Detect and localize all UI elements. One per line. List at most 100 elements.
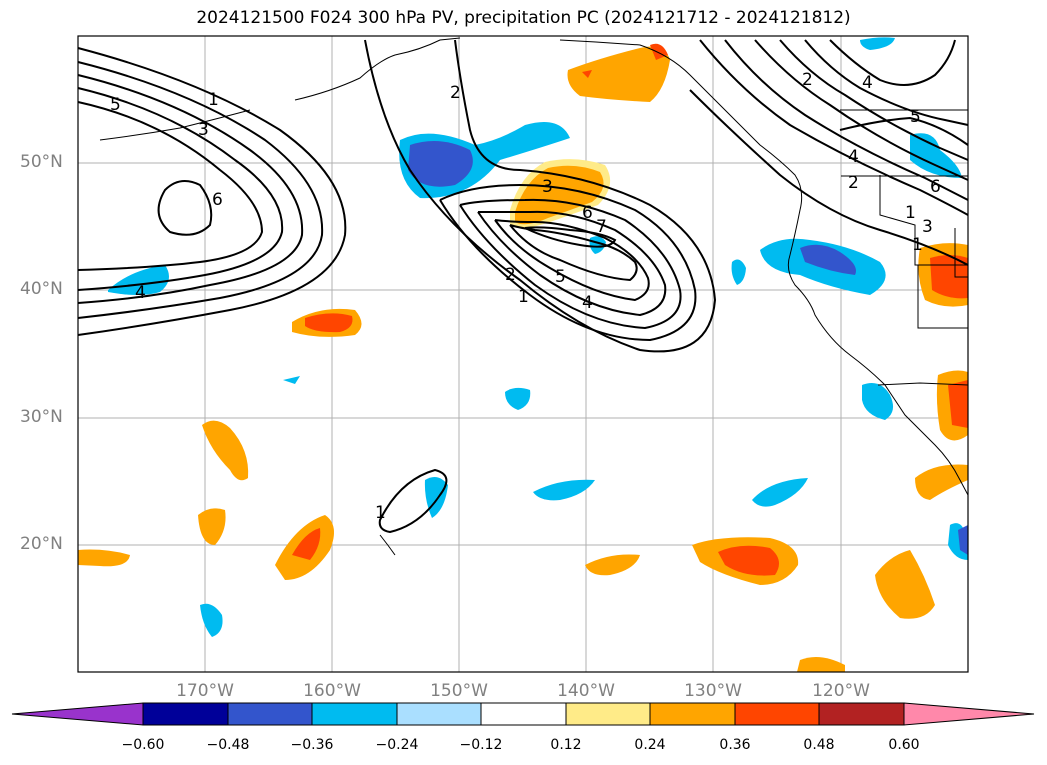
neg-blob [731,259,746,285]
pv-contour [157,180,213,236]
lon-label-160w: 160°W [303,681,361,701]
lat-label-20n: 20°N [20,534,63,554]
pv-contour [77,61,324,319]
pv-contour [524,226,617,248]
pv-contour [459,198,682,330]
contour-label: 3 [922,217,933,237]
lon-label-150w: 150°W [430,681,488,701]
neg-blob [533,479,595,501]
pv-contour [477,210,667,317]
neg-blob [283,376,300,384]
contour-label: 5 [555,267,566,287]
colorbar-tick: −0.36 [290,737,334,753]
pos-blob [582,70,592,78]
colorbar-segment [565,702,651,726]
colorbar [11,702,1035,726]
pos-blob [78,549,130,567]
pos-blob [797,656,845,672]
pos-blob [875,550,935,619]
lon-label-170w: 170°W [176,681,234,701]
neg-blob [200,603,223,637]
pos-blob [305,313,353,333]
contour-label: 6 [930,177,941,197]
colorbar-tick: −0.60 [121,737,165,753]
contour-labels: 5 1 3 6 4 2 3 6 7 2 1 5 4 2 4 5 4 2 6 1 … [110,70,941,523]
pv-contour [509,224,638,282]
neg-blob [910,133,962,178]
colorbar-tick: −0.48 [206,737,250,753]
contour-label: 2 [450,83,461,103]
lon-label-130w: 130°W [684,681,742,701]
colorbar-tick: −0.24 [375,737,419,753]
contour-label: 4 [862,73,873,93]
neg-blob [862,382,894,420]
pos-blob [202,420,249,481]
colorbar-extend-low [11,702,144,726]
contour-label: 1 [518,287,529,307]
pv-contour [77,87,284,291]
neg-blob [800,244,856,275]
contour-label: 7 [596,217,607,237]
pos-blob [198,508,226,545]
lon-label-140w: 140°W [557,681,615,701]
map-title: 2024121500 F024 300 hPa PV, precipitatio… [196,8,851,28]
contour-label: 6 [582,203,593,223]
neg-blob [408,141,473,187]
pv-contour [378,468,448,534]
pos-blob [718,545,779,576]
neg-blob [958,525,968,555]
coastlines [99,37,969,556]
pv-contour [829,39,956,86]
colorbar-segment [818,702,905,726]
contour-label: 6 [212,190,223,210]
pos-blob [567,46,670,102]
pv-contour [689,89,969,266]
colorbar-segment [396,702,482,726]
colorbar-segment [311,702,398,726]
pos-blob [948,380,968,428]
colorbar-segment [142,702,229,726]
colorbar-segment [734,702,820,726]
contour-label: 3 [198,120,209,140]
contour-label: 4 [582,293,593,313]
colorbar-tick: 0.60 [888,737,920,753]
neg-blob [752,478,808,507]
pv-contour [439,183,697,342]
contour-label: 5 [110,95,121,115]
pv-contour [699,39,969,216]
map-frame [77,35,969,673]
lat-label-40n: 40°N [20,279,63,299]
pv-contour [804,39,969,126]
pv-contour [494,219,650,302]
contour-label: 5 [910,107,921,127]
pos-blob [585,554,640,576]
pos-blob [650,43,668,60]
colorbar-tick: 0.24 [634,737,666,753]
neg-blob [505,387,531,410]
pv-contour [779,39,969,161]
contour-label: 4 [848,147,859,167]
colorbar-tick: 0.48 [803,737,835,753]
contour-label: 2 [802,70,813,90]
pv-contour [364,39,717,353]
contour-label: 1 [208,90,219,110]
contour-label: 2 [505,265,516,285]
colorbar-tick: −0.12 [459,737,503,753]
neg-blob [424,476,448,518]
pv-contour [77,101,264,271]
pv-contour [77,47,347,336]
colorbar-extend-high [903,702,1035,726]
colorbar-segment [649,702,736,726]
pos-blob [915,464,968,500]
colorbar-tick: 0.36 [719,737,751,753]
pv-contour [724,39,969,201]
lat-label-50n: 50°N [20,152,63,172]
colorbar-segment [227,702,313,726]
contour-label: 4 [135,283,146,303]
colorbar-segment [480,702,567,726]
pv-contour [77,74,304,304]
contour-label: 3 [542,177,553,197]
pos-blob [292,528,321,560]
lon-label-120w: 120°W [812,681,870,701]
pv-contour [754,39,969,181]
